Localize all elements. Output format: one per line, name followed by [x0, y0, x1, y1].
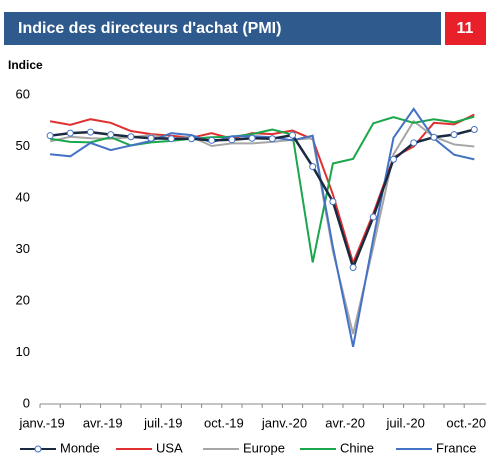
- y-tick-label: 20: [16, 292, 30, 307]
- y-tick-label: 30: [16, 241, 30, 256]
- y-tick-label: 10: [16, 344, 30, 359]
- x-tick-label: oct.-20: [446, 415, 486, 430]
- y-tick-label: 0: [23, 395, 30, 410]
- point-marker: [167, 135, 175, 143]
- y-tick-label: 60: [16, 86, 30, 101]
- x-tick-label: juil.-19: [143, 415, 182, 430]
- legend-label: Monde: [60, 440, 100, 455]
- series-line: [49, 119, 475, 335]
- point-marker: [410, 139, 418, 147]
- point-marker: [390, 155, 397, 163]
- y-tick-label: 40: [16, 189, 30, 204]
- point-marker: [127, 133, 135, 141]
- x-tick-label: avr.-19: [83, 415, 123, 430]
- legend-label: USA: [156, 440, 183, 455]
- page-number: 11: [457, 20, 474, 37]
- x-tick-label: oct.-19: [204, 415, 244, 430]
- point-marker: [228, 136, 236, 144]
- y-axis-label: Indice: [8, 58, 43, 72]
- x-tick-label: juil.-20: [386, 415, 425, 430]
- x-tick-label: avr.-20: [325, 415, 365, 430]
- series-line: [49, 128, 475, 272]
- point-marker: [430, 133, 438, 141]
- point-marker: [369, 213, 377, 221]
- y-tick-label: 50: [16, 138, 30, 153]
- point-marker: [268, 135, 276, 143]
- x-tick-label: janv.-19: [18, 415, 64, 430]
- x-tick-label: janv.-20: [261, 415, 307, 430]
- point-marker: [329, 198, 337, 206]
- point-marker: [46, 132, 54, 140]
- point-marker: [87, 128, 94, 136]
- point-marker: [470, 126, 478, 134]
- point-marker: [66, 129, 74, 137]
- legend-label: Chine: [340, 440, 374, 455]
- title-bar: [4, 12, 441, 45]
- point-marker: [188, 135, 195, 143]
- legend-label: Europe: [243, 440, 285, 455]
- point-marker: [107, 131, 115, 139]
- point-marker: [450, 131, 458, 139]
- point-marker: [289, 131, 296, 139]
- point-marker: [147, 134, 155, 142]
- series-line: [49, 115, 475, 263]
- page-badge: [445, 12, 486, 45]
- legend-label: France: [436, 440, 476, 455]
- legend-marker: [34, 445, 42, 453]
- chart-title: Indice des directeurs d'achat (PMI): [18, 20, 281, 37]
- point-marker: [208, 136, 216, 144]
- series-line: [49, 107, 475, 348]
- point-marker: [309, 163, 317, 171]
- point-marker: [349, 264, 357, 272]
- point-marker: [248, 134, 256, 142]
